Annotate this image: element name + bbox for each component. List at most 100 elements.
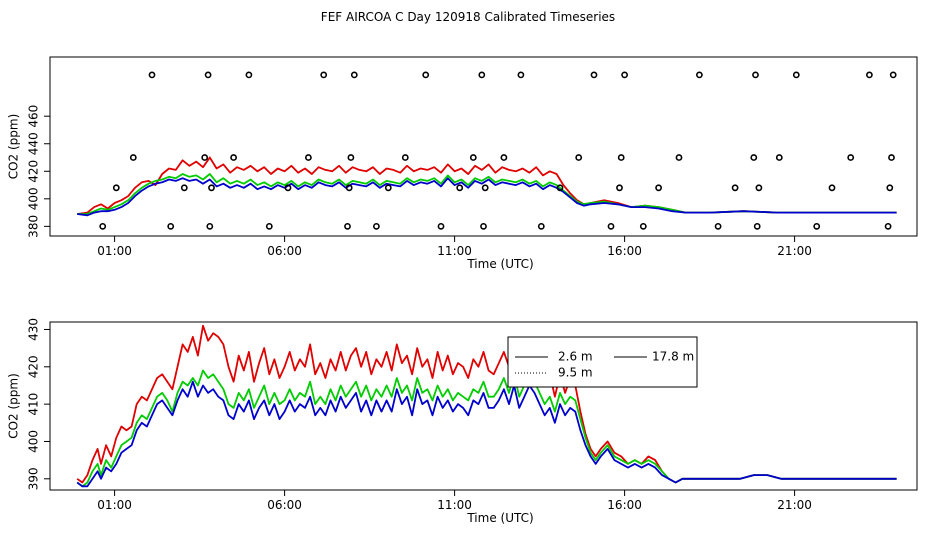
scatter-point: [350, 71, 358, 79]
scatter-point: [148, 71, 156, 79]
series-line-1: [76, 369, 897, 488]
x-tick-label: 01:00: [97, 244, 132, 258]
scatter-point: [208, 184, 215, 192]
scatter-point: [888, 154, 895, 161]
scatter-point: [345, 184, 353, 192]
legend: 2.6 m 17.8 m 9.5 m: [507, 336, 698, 388]
y-tick-label: 430: [27, 318, 41, 341]
scatter-point: [469, 154, 477, 161]
scatter-point: [265, 222, 273, 230]
x-tick-label: 16:00: [607, 498, 642, 512]
y-tick-label: 420: [27, 160, 41, 183]
top-panel: 01:00 06:00 11:00 16:00 21:00 380 400 420 440 460…: [7, 56, 918, 271]
y-tick-label: 380: [27, 215, 41, 238]
x-tick-label: 21:00: [777, 244, 812, 258]
scatter-point: [828, 184, 836, 192]
scatter-point: [886, 184, 894, 192]
scatter-point: [481, 184, 489, 192]
x-tick-label: 06:00: [267, 498, 302, 512]
y-tick-label: 460: [27, 105, 41, 128]
scatter-point: [320, 71, 328, 79]
scatter-point: [607, 222, 615, 230]
y-axis-label: CO2 (ppm): [7, 114, 21, 180]
scatter-point: [437, 222, 445, 230]
scatter-point: [384, 184, 392, 192]
plot-frame: [49, 321, 918, 491]
scatter-point: [344, 222, 351, 230]
scatter-point: [422, 71, 430, 79]
scatter-point: [245, 71, 253, 79]
x-axis-label: Time (UTC): [466, 511, 533, 525]
scatter-point: [755, 184, 763, 192]
scatter-point: [478, 71, 486, 79]
x-tick-label: 11:00: [437, 498, 472, 512]
scatter-point: [696, 71, 703, 79]
y-tick-label: 440: [27, 132, 41, 155]
x-tick-label: 16:00: [607, 244, 642, 258]
scatter-point: [230, 154, 237, 161]
y-tick-label: 410: [27, 393, 41, 416]
scatter-point: [889, 71, 897, 79]
bottom-panel: 01:00 06:00 11:00 16:00 21:00 390 400 410 420 430…: [7, 318, 918, 525]
y-tick-label: 400: [27, 187, 41, 210]
x-axis-label: Time (UTC): [466, 257, 533, 271]
scatter-point: [99, 222, 107, 230]
scatter-point: [775, 154, 783, 161]
x-tick-label: 11:00: [437, 244, 472, 258]
x-tick-label: 21:00: [777, 498, 812, 512]
scatter-point: [813, 222, 821, 230]
scatter-point: [537, 222, 545, 230]
scatter-point: [112, 184, 120, 192]
scatter-point: [206, 222, 214, 230]
legend-label: 2.6 m: [558, 350, 593, 364]
scatter-point: [575, 154, 583, 161]
series-line-2: [77, 177, 897, 217]
scatter-point: [167, 222, 175, 230]
scatter-point: [752, 71, 759, 79]
scatter-point: [590, 71, 598, 79]
scatter-point: [866, 71, 873, 79]
scatter-point: [284, 184, 292, 192]
figure-title: FEF AIRCOA C Day 120918 Calibrated Times…: [321, 10, 615, 24]
scatter-point: [884, 222, 892, 230]
series-line-1: [77, 173, 897, 215]
series-line-2: [76, 380, 897, 488]
plot-area: [76, 324, 897, 488]
scatter-point: [480, 222, 487, 230]
scatter-point: [556, 184, 564, 192]
scatter-point: [616, 184, 623, 192]
legend-box: [507, 336, 698, 388]
scatter-point: [753, 222, 761, 230]
y-tick-label: 420: [27, 355, 41, 378]
scatter-point: [750, 154, 758, 161]
plot-frame: [49, 56, 918, 237]
scatter-point: [500, 154, 508, 161]
scatter-point: [792, 71, 800, 79]
y-tick-label: 390: [27, 467, 41, 490]
scatter-point: [129, 154, 137, 161]
scatter-point: [204, 71, 212, 79]
scatter-point: [347, 154, 355, 161]
scatter-point: [655, 184, 662, 192]
scatter-point: [201, 154, 209, 161]
y-axis-label: CO2 (ppm): [7, 373, 21, 439]
scatter-point: [372, 222, 380, 230]
scatter-point: [456, 184, 464, 192]
scatter-point: [180, 184, 188, 192]
legend-label: 17.8 m: [652, 350, 694, 364]
plot-area: [77, 71, 897, 230]
scatter-point: [847, 154, 855, 161]
scatter-point: [731, 184, 739, 192]
scatter-point: [639, 222, 647, 230]
scatter-point: [714, 222, 722, 230]
scatter-point: [401, 154, 409, 161]
x-tick-label: 01:00: [97, 498, 132, 512]
scatter-point: [617, 154, 625, 161]
x-tick-label: 06:00: [267, 244, 302, 258]
scatter-point: [621, 71, 628, 79]
y-tick-label: 400: [27, 430, 41, 453]
legend-label: 9.5 m: [558, 366, 593, 380]
scatter-point: [517, 71, 525, 79]
scatter-point: [304, 154, 312, 161]
